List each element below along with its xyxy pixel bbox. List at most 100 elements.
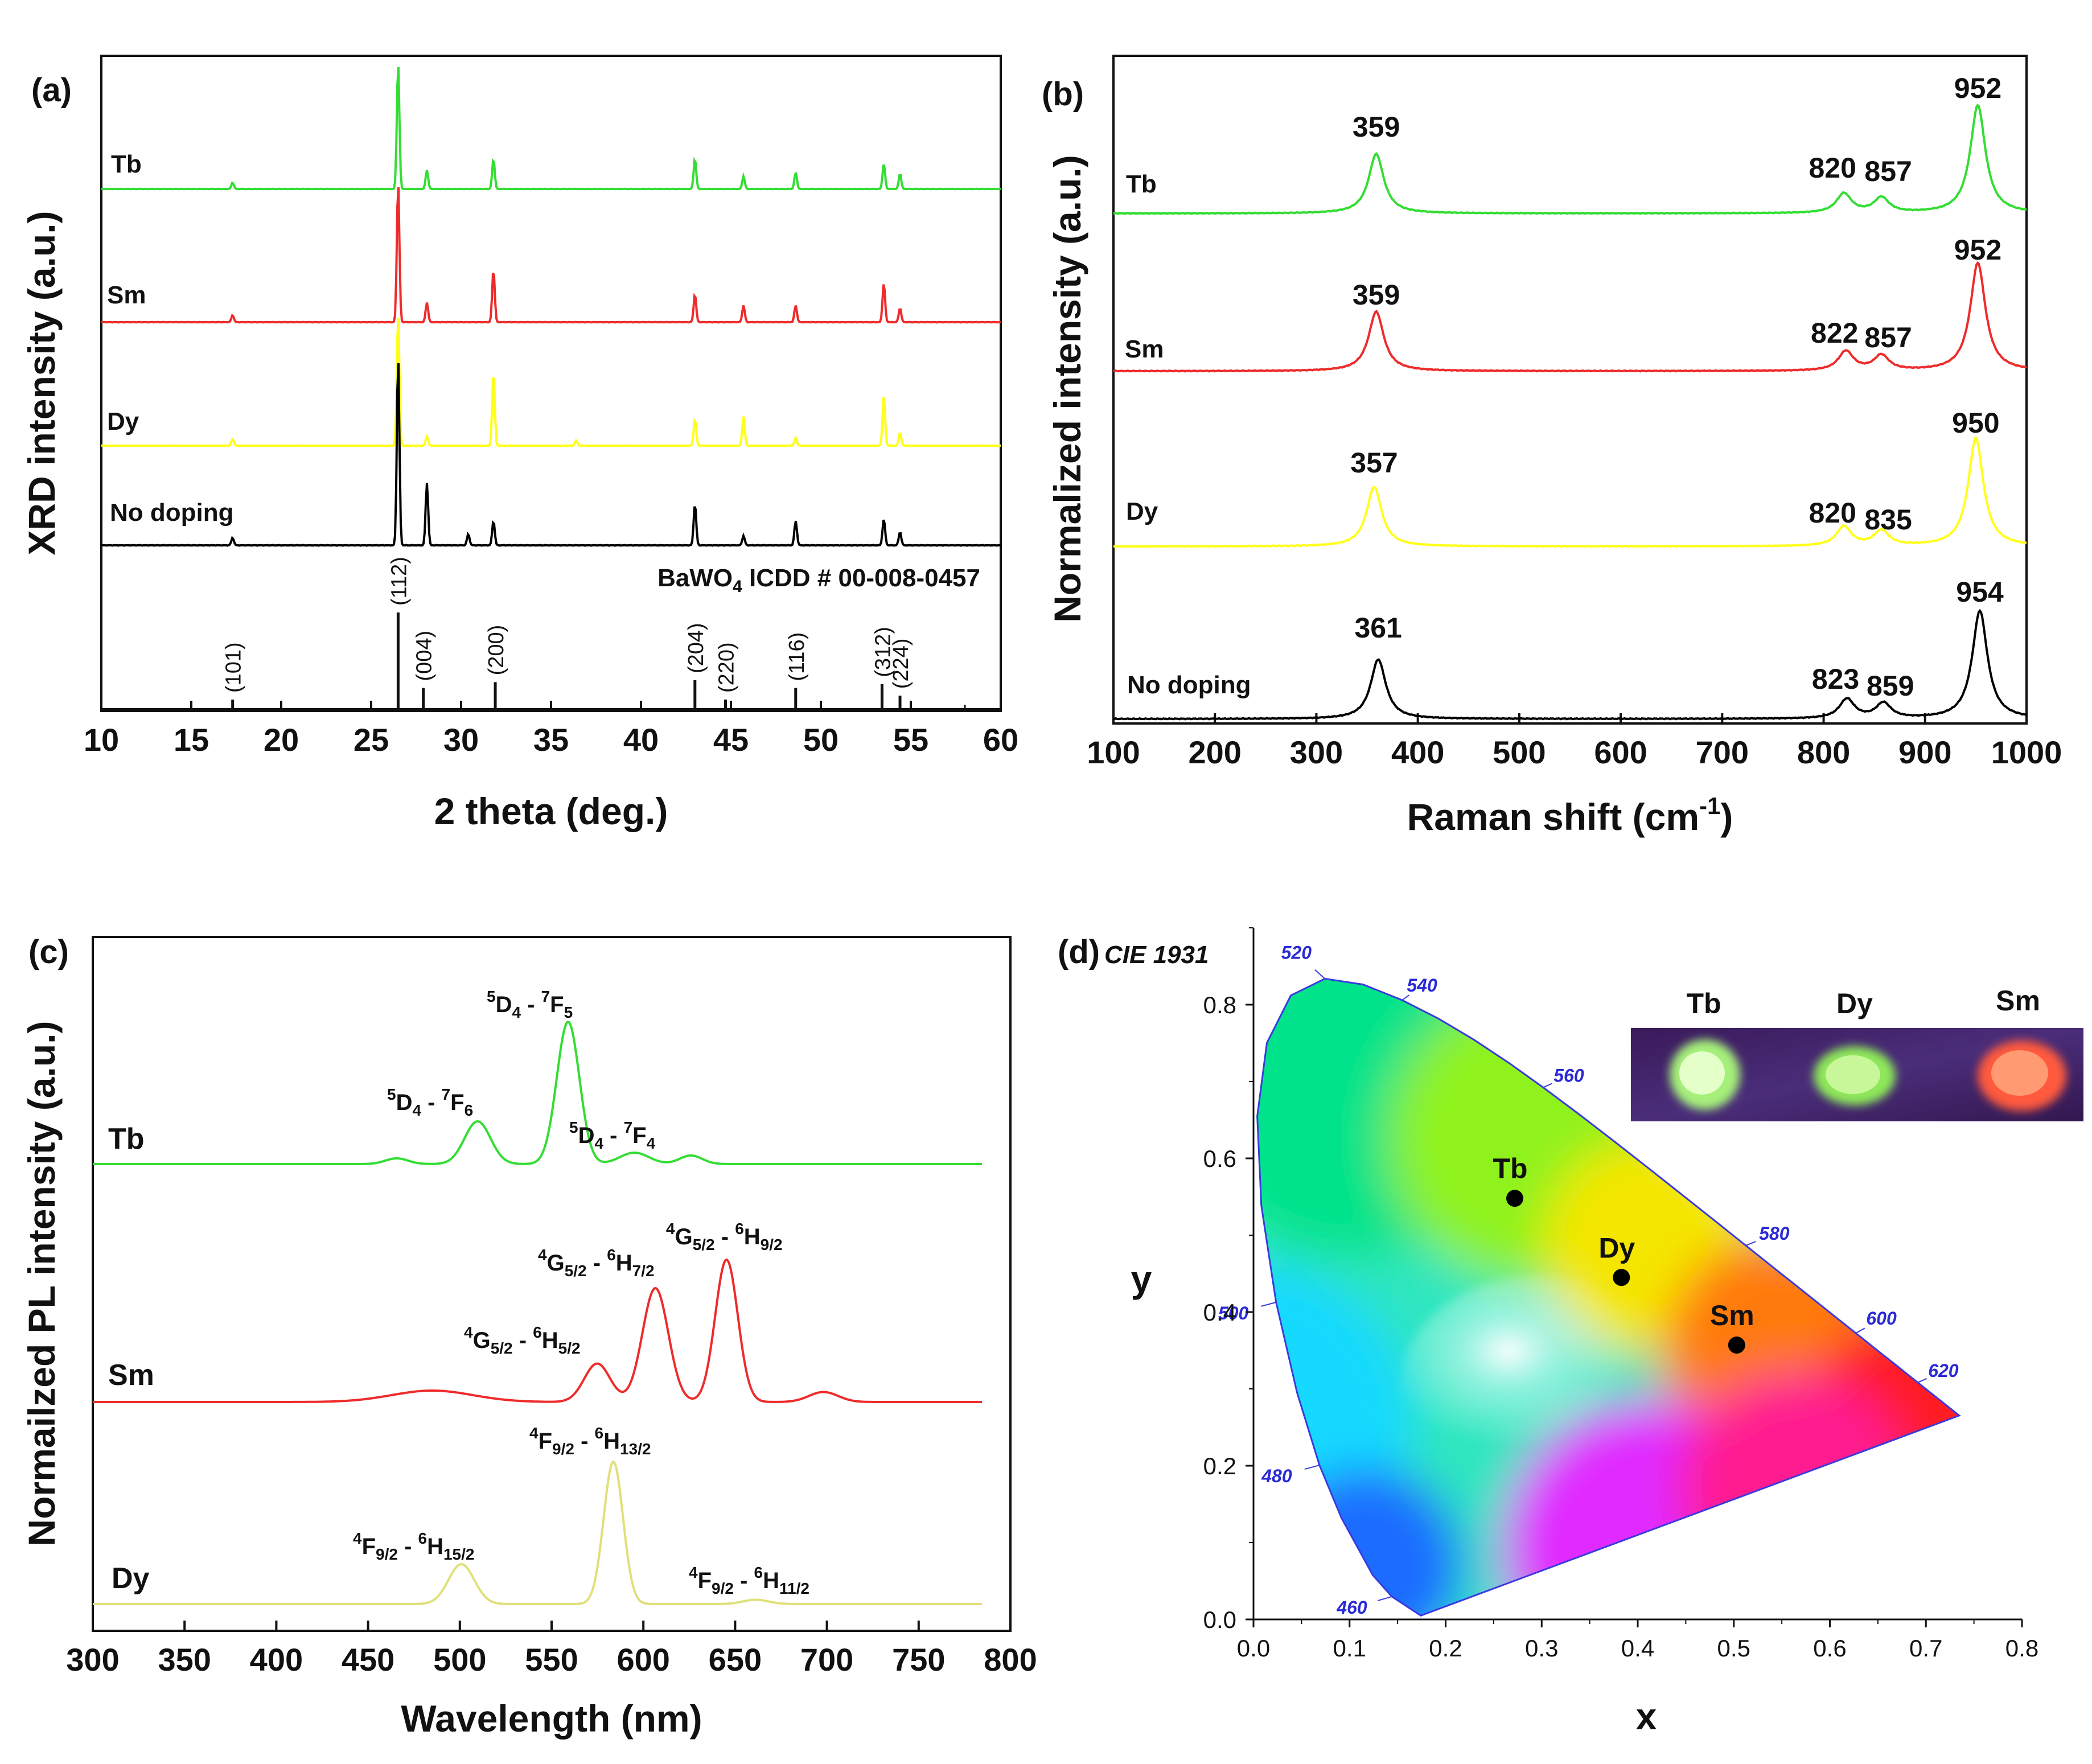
raman-peak-label: 952	[1954, 72, 2001, 104]
inset-label: Dy	[1836, 988, 1873, 1019]
ref-hkl-label: (101)	[222, 642, 246, 693]
cie-x-tick-label: 0.6	[1813, 1635, 1846, 1662]
ref-hkl-label: (312)	[871, 627, 895, 677]
raman-peak-label: 357	[1350, 447, 1398, 479]
wavelength-tick	[1304, 1465, 1320, 1470]
xrd-curve-tb	[101, 67, 1001, 191]
xrd-x-tick-label: 15	[174, 722, 209, 758]
cie-x-tick-label: 0.7	[1909, 1635, 1942, 1662]
cie-y-tick-label: 0.2	[1203, 1453, 1236, 1479]
ref-hkl-label: (220)	[715, 642, 739, 693]
raman-curve-no-doping	[1113, 608, 2027, 721]
pl-x-tick-label: 500	[433, 1642, 486, 1677]
xrd-x-tick-label: 55	[893, 722, 928, 758]
cie-x-tick-label: 0.0	[1237, 1635, 1270, 1662]
wavelength-label: 480	[1261, 1466, 1292, 1486]
raman-peak-label: 820	[1809, 497, 1856, 529]
panel-b-raman: (b) 100 200 300 400 500 600 700 800 900 1000 Rama…	[1042, 55, 2062, 838]
wavelength-tick	[1314, 969, 1326, 980]
panel-a-frame	[100, 55, 1002, 712]
cie-point-label: Dy	[1598, 1232, 1635, 1264]
pl-transition-label: 4F9/2 - 6H15/2	[353, 1529, 474, 1563]
cie-x-tick-label: 0.5	[1717, 1635, 1750, 1662]
xrd-x-tick-label: 50	[803, 722, 839, 758]
raman-peak-label: 950	[1952, 407, 1999, 439]
panel-c-label: (c)	[28, 934, 69, 971]
raman-x-tick-label: 700	[1696, 734, 1749, 770]
inset-label: Sm	[1996, 985, 2040, 1017]
raman-x-tick-label: 100	[1087, 734, 1140, 770]
raman-series-label: Dy	[1126, 497, 1158, 525]
raman-peak-label: 952	[1954, 234, 2001, 266]
pl-x-tick-label: 350	[158, 1642, 211, 1677]
pl-x-tick-label: 700	[800, 1642, 853, 1677]
spectral-locus	[1256, 977, 1961, 1617]
xrd-x-tick-label: 25	[354, 722, 389, 758]
pl-series-label: Tb	[108, 1122, 145, 1156]
raman-peak-label: 857	[1864, 322, 1912, 353]
panel-c-curves: Tb Sm Dy	[93, 1021, 982, 1605]
pl-x-tick-label: 800	[984, 1642, 1037, 1677]
raman-x-tick-label: 300	[1290, 734, 1343, 770]
raman-x-tick-label: 200	[1189, 734, 1242, 770]
wavelength-tick	[1917, 1378, 1927, 1383]
raman-x-tick-label: 800	[1797, 734, 1850, 770]
raman-peak-label: 820	[1809, 152, 1856, 184]
wavelength-tick	[1261, 1301, 1276, 1307]
pl-curve-sm	[93, 1259, 982, 1403]
panel-c-transitions: 5D4 - 7F6 5D4 - 7F5 5D4 - 7F4 4G5/2 - 6H5/2…	[353, 988, 809, 1597]
raman-peak-label: 823	[1812, 663, 1859, 695]
raman-peak-label: 359	[1353, 279, 1400, 311]
cie-point-sm	[1728, 1337, 1745, 1354]
wavelength-tick	[1378, 1596, 1392, 1601]
cie-y-tick-label: 0.6	[1203, 1145, 1236, 1172]
pl-series-label: Sm	[108, 1359, 154, 1392]
wavelength-label: 620	[1928, 1360, 1959, 1381]
pl-x-tick-label: 650	[709, 1642, 762, 1677]
pl-transition-label: 4F9/2 - 6H11/2	[689, 1564, 809, 1597]
xrd-x-tick-label: 10	[84, 722, 119, 758]
panel-d-ylabel: y	[1131, 1258, 1152, 1300]
xrd-series-label: Sm	[107, 281, 146, 309]
pl-x-tick-label: 600	[616, 1642, 669, 1677]
wavelength-tick	[1543, 1083, 1553, 1088]
raman-peak-label: 857	[1864, 155, 1912, 187]
raman-series-label: Sm	[1125, 335, 1164, 363]
raman-peak-label: 954	[1956, 576, 2004, 608]
raman-curve-tb	[1113, 104, 2027, 215]
pl-transition-label: 5D4 - 7F6	[387, 1085, 473, 1119]
pl-transition-label: 4G5/2 - 6H9/2	[666, 1220, 783, 1253]
cie-y-tick-label: 0.0	[1203, 1606, 1236, 1633]
cie-x-tick-label: 0.8	[2005, 1635, 2038, 1662]
wavelength-label: 460	[1336, 1597, 1367, 1618]
wavelength-label: 500	[1218, 1303, 1249, 1323]
panel-c-xlabel: Wavelength (nm)	[401, 1697, 702, 1740]
ref-hkl-label: (004)	[413, 631, 437, 681]
cie-x-tick-label: 0.2	[1429, 1635, 1462, 1662]
cie-x-tick-label: 0.3	[1525, 1635, 1558, 1662]
panel-c-pl: (c) 300 350 400 450 500 550 600 650 700 750 800 Wa…	[20, 934, 1037, 1740]
ref-hkl-label: (116)	[785, 632, 809, 681]
panel-a-curves: Tb Sm Dy No doping	[101, 67, 1001, 547]
panel-d-cie: (d) CIE 1931 460 480 500 520 540 560 580 600 620…	[1058, 927, 2083, 1737]
inset-label: Tb	[1686, 988, 1721, 1019]
pl-series-label: Dy	[112, 1562, 150, 1595]
panel-b-ylabel: Normalized intensity (a.u.)	[1046, 155, 1088, 622]
inset-labels: Tb Dy Sm	[1686, 985, 2040, 1019]
wavelength-label: 560	[1553, 1065, 1584, 1085]
panel-d-axes: 0.0 0.1 0.2 0.3 0.4 0.5 0.6 0.7 0.8 0.0 0.2 0.4 0.6 0…	[1203, 927, 2038, 1662]
pl-x-tick-label: 750	[892, 1642, 945, 1677]
pl-transition-label: 4F9/2 - 6H13/2	[529, 1424, 651, 1458]
raman-x-tick-label: 500	[1493, 734, 1546, 770]
cie-point-label: Tb	[1493, 1153, 1527, 1185]
raman-x-tick-label: 400	[1391, 734, 1444, 770]
xrd-series-label: Tb	[111, 150, 142, 178]
panel-a-ylabel: XRD intensity (a.u.)	[20, 211, 63, 555]
sm-sample-core	[1991, 1050, 2048, 1096]
raman-x-tick-label: 600	[1594, 734, 1647, 770]
cie-point-tb	[1506, 1190, 1523, 1207]
raman-peak-label: 835	[1864, 504, 1912, 536]
xrd-x-tick-label: 20	[264, 722, 299, 758]
